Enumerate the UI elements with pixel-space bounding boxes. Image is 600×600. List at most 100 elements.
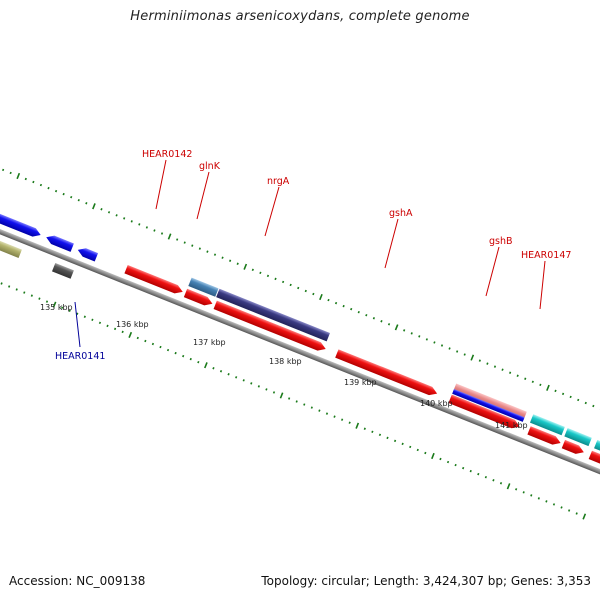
upper-tick [206,250,209,253]
upper-tick [221,256,224,259]
gene-glnk [188,277,219,297]
upper-tick [123,217,126,220]
lower-tick [45,300,49,303]
upper-tick [365,313,368,317]
map-title: Herminiimonas arsenicoxydans, complete g… [130,9,470,24]
upper-tick [516,374,519,377]
lower-tick [499,482,503,485]
gene-label-hear0142: HEAR0142 [142,149,192,160]
upper-tick [357,310,360,314]
lower-tick [98,321,102,325]
lower-tick [303,403,306,406]
upper-tick [160,232,164,235]
upper-tick [24,177,27,181]
lower-tick [174,351,177,355]
upper-tick [191,244,194,247]
lower-tick [272,391,276,394]
lower-tick [515,488,518,491]
upper-tick [176,238,179,241]
upper-tick [92,203,96,210]
lower-tick [333,415,336,418]
upper-tick [319,293,323,301]
upper-tick [130,220,133,223]
lower-tick [265,388,268,391]
upper-tick [77,198,80,202]
upper-tick [493,365,497,368]
lower-tick [295,400,298,403]
lower-tick [477,472,480,476]
upper-tick [9,171,12,175]
lower-tick [424,451,427,455]
lower-tick [219,370,223,373]
lower-tick [204,362,208,369]
lower-tick [257,385,260,388]
upper-tick [100,208,103,211]
lower-tick [348,421,351,424]
gene-label-gshb: gshB [489,236,513,247]
upper-tick [16,172,21,180]
scale-label-138: 138 kbp [269,357,302,366]
upper-tick [342,304,345,308]
upper-tick [561,392,565,396]
gene-red-2 [183,288,213,306]
upper-tick [47,186,50,190]
lower-tick [38,297,41,300]
lower-tick [30,294,33,297]
lower-tick [492,478,495,482]
lower-tick [552,503,556,506]
lower-tick [522,491,525,494]
upper-tick-row [1,168,600,411]
lower-tick [15,288,18,291]
upper-tick [304,289,307,293]
upper-tick [592,404,595,408]
lower-tick [91,318,94,322]
upper-tick [418,335,421,338]
upper-tick [372,317,376,320]
lower-tick [250,382,253,385]
upper-tick [312,292,315,296]
lower-tick [227,373,230,376]
lower-tick [371,430,374,434]
gene-red-8 [588,450,600,472]
gene-gshb-blue [452,389,525,422]
lower-tick [454,463,457,467]
upper-tick [198,247,201,250]
upper-tick [289,283,292,287]
lower-tick [23,291,26,294]
gene-red-6 [527,426,561,445]
upper-tick [524,377,527,380]
upper-tick [62,192,65,196]
lower-tick [446,460,450,464]
leader-gsha [384,218,399,269]
leader-hear0147 [539,260,546,310]
upper-tick [115,214,118,217]
lower-tick [235,376,238,379]
lower-tick [530,494,533,497]
accession-text: Accession: NC_009138 [9,574,146,588]
gene-cyan-2 [564,428,592,447]
lower-tick [325,412,329,415]
gene-label-hear0141: HEAR0141 [55,351,105,362]
upper-tick [440,344,444,347]
lower-tick [568,509,571,512]
lower-tick [506,483,511,490]
upper-tick [546,384,550,391]
lower-tick [136,336,139,340]
gene-red-5 [448,394,520,429]
upper-tick [32,180,35,184]
upper-tick [327,298,330,302]
upper-tick [70,195,73,199]
gene-label-glnk: glnK [199,161,221,172]
leader-gshb [485,246,500,297]
scale-label-141: 141 kbp [495,421,528,430]
lower-tick [575,512,578,515]
lower-tick [182,354,185,358]
upper-tick [1,168,5,172]
upper-tick [394,324,399,331]
lower-tick [363,427,366,430]
gene-label-hear0147: HEAR0147 [521,250,571,261]
upper-tick [167,233,172,240]
upper-tick [213,253,217,256]
lower-tick [393,439,397,443]
upper-tick [297,286,300,290]
